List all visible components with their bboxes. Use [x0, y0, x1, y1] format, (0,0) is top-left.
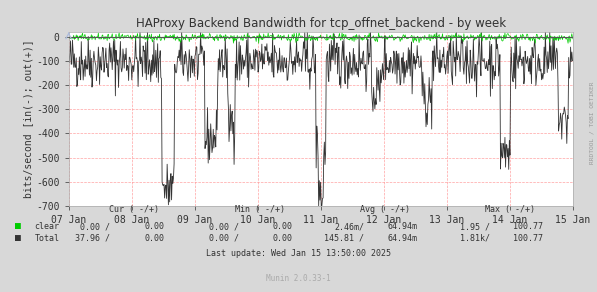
- clear: [371, 39, 378, 42]
- Text: 37.96 /: 37.96 /: [75, 234, 110, 243]
- Total: [65, 53, 72, 56]
- Line: clear: clear: [69, 33, 573, 43]
- Text: 0.00: 0.00: [272, 234, 293, 243]
- Title: HAProxy Backend Bandwidth for tcp_offnet_backend - by week: HAProxy Backend Bandwidth for tcp_offnet…: [136, 17, 506, 29]
- Text: 64.94m: 64.94m: [388, 234, 418, 243]
- Text: Last update: Wed Jan 15 13:50:00 2025: Last update: Wed Jan 15 13:50:00 2025: [206, 248, 391, 258]
- Text: 1.81k/: 1.81k/: [460, 234, 490, 243]
- Text: 100.77: 100.77: [513, 222, 543, 231]
- Total: [501, 156, 508, 159]
- clear: [500, 34, 507, 37]
- Text: Cur ( -/+): Cur ( -/+): [109, 205, 159, 214]
- Text: 0.00: 0.00: [144, 234, 164, 243]
- Text: 2.46m/: 2.46m/: [334, 222, 364, 231]
- clear: [65, 34, 72, 38]
- Text: 0.00 /: 0.00 /: [209, 222, 239, 231]
- Text: Munin 2.0.33-1: Munin 2.0.33-1: [266, 274, 331, 283]
- Total: [373, 102, 380, 106]
- clear: [386, 35, 393, 39]
- clear: [565, 41, 572, 45]
- clear: [570, 37, 577, 41]
- Line: Total: Total: [69, 32, 573, 206]
- Text: 0.00: 0.00: [272, 222, 293, 231]
- Total: [137, 30, 144, 34]
- clear: [96, 37, 103, 41]
- Text: 0.00 /: 0.00 /: [81, 222, 110, 231]
- Total: [570, 59, 577, 62]
- Text: 100.77: 100.77: [513, 234, 543, 243]
- Total: [96, 83, 103, 86]
- Text: Avg ( -/+): Avg ( -/+): [360, 205, 410, 214]
- clear: [358, 36, 365, 39]
- Total: [387, 60, 395, 63]
- Text: 145.81 /: 145.81 /: [324, 234, 364, 243]
- Total: [315, 204, 322, 208]
- Text: ■: ■: [15, 233, 21, 243]
- Text: 64.94m: 64.94m: [388, 222, 418, 231]
- Text: Max ( -/+): Max ( -/+): [485, 205, 536, 214]
- Text: Min ( -/+): Min ( -/+): [235, 205, 285, 214]
- clear: [478, 31, 485, 34]
- Text: 0.00 /: 0.00 /: [209, 234, 239, 243]
- Total: [359, 51, 367, 55]
- Text: ■: ■: [15, 221, 21, 231]
- Text: 1.95 /: 1.95 /: [460, 222, 490, 231]
- clear: [448, 39, 455, 42]
- Text: Total: Total: [35, 234, 60, 243]
- Total: [449, 83, 456, 86]
- Y-axis label: bits/second [in(-); out(+)]: bits/second [in(-); out(+)]: [23, 40, 33, 198]
- Text: 0.00: 0.00: [144, 222, 164, 231]
- Text: clear: clear: [35, 222, 60, 231]
- Text: RRDTOOL / TOBI OETIKER: RRDTOOL / TOBI OETIKER: [589, 81, 594, 164]
